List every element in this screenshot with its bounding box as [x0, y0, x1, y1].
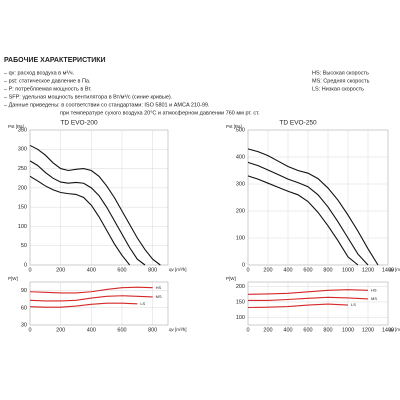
speed-legend: HS: Высокая скорость: [312, 70, 369, 76]
y-tick-label: 90: [21, 288, 27, 294]
x-tick-label: 1400: [382, 327, 394, 333]
y-tick-label: 0: [242, 262, 245, 268]
y-tick-label: 100: [236, 315, 245, 321]
x-tick-label: 600: [303, 267, 312, 273]
note: – SFP: удельная мощность вентилятора в В…: [4, 94, 173, 100]
x-tick-label: 400: [283, 267, 292, 273]
y-tick-label: 150: [236, 299, 245, 305]
note: – Данные приведены: в соответствии со ст…: [4, 102, 210, 108]
x-tick-label: 1400: [382, 267, 394, 273]
x-axis-label: qv [m³/h]: [389, 327, 400, 332]
x-tick-label: 1200: [362, 327, 374, 333]
curve: [247, 289, 369, 295]
x-tick-label: 600: [303, 327, 312, 333]
speed-legend: LS: Низкая скорость: [312, 86, 364, 92]
curve: [247, 303, 349, 309]
note: – pst: статическое давление в Па.: [4, 78, 91, 84]
chart-title: TD EVO-200: [60, 120, 98, 127]
curve: [29, 175, 131, 266]
x-tick-label: 400: [283, 327, 292, 333]
x-axis-label: qv [m³/h]: [389, 267, 400, 272]
note: при температуре сухого воздуха 20°C и ат…: [60, 110, 260, 116]
x-tick-label: 0: [246, 327, 249, 333]
x-tick-label: 400: [87, 327, 96, 333]
curve-label: MS: [371, 296, 377, 301]
curve-label: HS: [156, 285, 162, 290]
chart-title: TD EVO-250: [279, 120, 317, 127]
curve: [29, 160, 146, 266]
curve: [29, 286, 153, 294]
x-tick-label: 1200: [362, 267, 374, 273]
note: – P: потребляемая мощность в Вт.: [4, 86, 92, 92]
plot-area: [247, 129, 389, 266]
x-axis-label: qv [m³/h]: [169, 267, 187, 272]
y-axis-label: P[W]: [8, 276, 18, 281]
y-tick-label: 150: [18, 205, 27, 211]
y-tick-label: 100: [236, 235, 245, 241]
y-tick-label: 50: [21, 243, 27, 249]
curve: [29, 144, 161, 266]
x-tick-label: 800: [148, 327, 157, 333]
plot-area: [29, 129, 169, 266]
plot-area: [247, 281, 389, 326]
y-tick-label: 200: [18, 185, 27, 191]
x-tick-label: 200: [263, 327, 272, 333]
x-tick-label: 600: [117, 267, 126, 273]
y-tick-label: 500: [236, 127, 245, 133]
y-axis-label: P[W]: [226, 276, 236, 281]
x-tick-label: 400: [87, 267, 96, 273]
section-title: РАБОЧИЕ ХАРАКТЕРИСТИКИ: [4, 57, 106, 64]
y-tick-label: 300: [236, 181, 245, 187]
x-tick-label: 1000: [342, 327, 354, 333]
y-tick-label: 250: [18, 166, 27, 172]
y-tick-label: 300: [18, 147, 27, 153]
curve: [29, 295, 153, 302]
y-tick-label: 200: [236, 284, 245, 290]
x-tick-label: 0: [28, 267, 31, 273]
x-tick-label: 600: [117, 327, 126, 333]
x-tick-label: 1000: [342, 267, 354, 273]
y-tick-label: 30: [21, 322, 27, 328]
curve-label: HS: [371, 287, 377, 292]
x-tick-label: 800: [148, 267, 157, 273]
curve: [29, 302, 138, 308]
y-tick-label: 0: [24, 262, 27, 268]
y-tick-label: 350: [18, 127, 27, 133]
curve-label: MS: [156, 294, 162, 299]
curve: [248, 296, 369, 301]
y-tick-label: 200: [236, 208, 245, 214]
x-tick-label: 800: [323, 267, 332, 273]
speed-legend: MS: Средняя скорость: [312, 78, 370, 84]
note: – qv: расход воздуха в м³/ч.: [4, 70, 75, 76]
x-tick-label: 0: [28, 327, 31, 333]
curve-label: LS: [140, 301, 145, 306]
curve: [247, 175, 359, 266]
x-tick-label: 200: [56, 267, 65, 273]
curve: [247, 148, 379, 266]
y-tick-label: 100: [18, 224, 27, 230]
curve: [247, 161, 369, 266]
x-tick-label: 200: [263, 267, 272, 273]
x-tick-label: 200: [56, 327, 65, 333]
y-tick-label: 400: [236, 154, 245, 160]
y-axis-label: Pst [Pa]: [226, 124, 242, 129]
x-axis-label: qv [m³/h]: [169, 327, 187, 332]
x-tick-label: 0: [246, 267, 249, 273]
y-tick-label: 60: [21, 305, 27, 311]
curve-label: LS: [351, 302, 356, 307]
x-tick-label: 800: [323, 327, 332, 333]
y-axis-label: Pst [Pa]: [8, 124, 24, 129]
